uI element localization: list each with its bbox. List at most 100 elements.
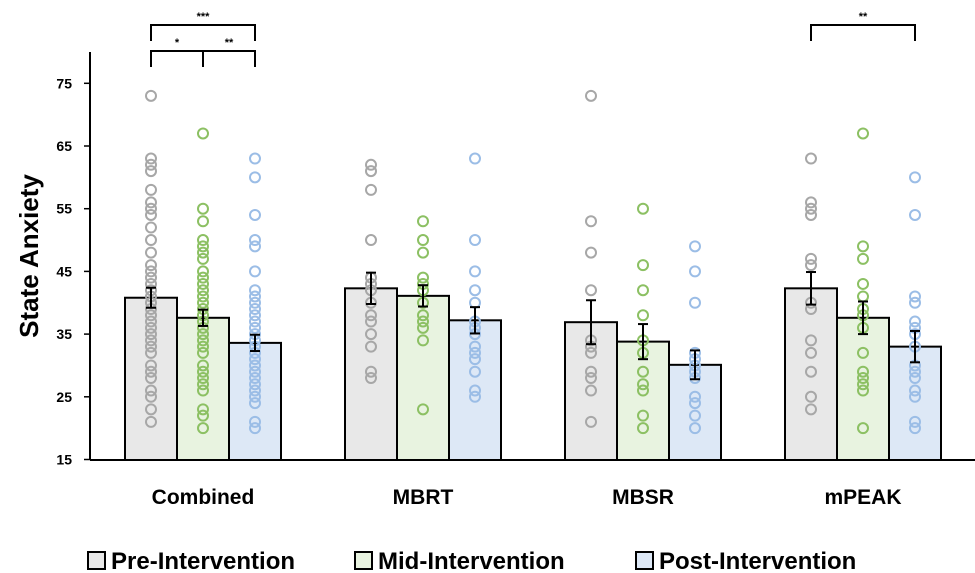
data-point	[249, 208, 261, 221]
data-point	[469, 365, 481, 378]
data-point	[145, 158, 157, 171]
data-point	[249, 152, 261, 165]
legend-label: Post-Intervention	[659, 548, 856, 573]
data-point	[805, 334, 817, 347]
data-point	[145, 202, 157, 215]
data-point	[249, 365, 261, 378]
data-point	[689, 422, 701, 435]
data-point	[805, 403, 817, 416]
data-point	[249, 371, 261, 384]
legend: Pre-Intervention Mid-Intervention Post-Int…	[87, 548, 856, 573]
data-point	[249, 315, 261, 328]
data-point	[417, 309, 429, 322]
bar	[784, 287, 838, 462]
data-point	[145, 221, 157, 234]
data-point	[197, 409, 209, 422]
data-point	[145, 315, 157, 328]
data-point	[585, 384, 597, 397]
data-point	[197, 328, 209, 341]
bar	[344, 287, 398, 462]
data-point	[857, 277, 869, 290]
significance-bracket	[150, 50, 204, 67]
data-point	[689, 240, 701, 253]
data-point	[145, 234, 157, 247]
data-point	[585, 89, 597, 102]
data-point	[805, 365, 817, 378]
data-point	[637, 409, 649, 422]
data-point	[909, 384, 921, 397]
data-point	[197, 365, 209, 378]
data-point	[637, 284, 649, 297]
data-point	[365, 315, 377, 328]
data-point	[145, 359, 157, 372]
data-point	[417, 271, 429, 284]
data-point	[417, 334, 429, 347]
data-point	[145, 89, 157, 102]
data-point	[805, 259, 817, 272]
y-tick-label: 25	[56, 389, 72, 405]
data-point	[197, 127, 209, 140]
data-point	[197, 422, 209, 435]
data-point	[145, 384, 157, 397]
data-point	[805, 208, 817, 221]
data-point	[145, 390, 157, 403]
data-point	[249, 397, 261, 410]
data-point	[805, 152, 817, 165]
data-point	[689, 265, 701, 278]
legend-swatch	[87, 551, 106, 570]
data-point	[249, 378, 261, 391]
legend-label: Pre-Intervention	[111, 548, 295, 573]
data-point	[197, 271, 209, 284]
data-point	[197, 378, 209, 391]
data-point	[805, 390, 817, 403]
bars	[124, 287, 942, 462]
data-point	[249, 321, 261, 334]
data-point	[249, 284, 261, 297]
data-point	[469, 340, 481, 353]
data-point	[857, 422, 869, 435]
data-point	[909, 296, 921, 309]
data-point	[197, 252, 209, 265]
data-point	[197, 265, 209, 278]
y-tick-label: 45	[56, 263, 72, 279]
significance-brackets: **** ****	[150, 11, 916, 67]
significance-bracket	[810, 24, 916, 41]
data-point	[805, 202, 817, 215]
data-point	[197, 215, 209, 228]
data-point	[197, 371, 209, 384]
data-point	[585, 246, 597, 259]
data-point	[857, 346, 869, 359]
data-point	[857, 240, 869, 253]
data-point	[585, 215, 597, 228]
data-point	[145, 309, 157, 322]
data-point	[365, 365, 377, 378]
category-label: MBSR	[612, 486, 674, 509]
data-point	[469, 284, 481, 297]
data-point	[145, 183, 157, 196]
data-point	[585, 415, 597, 428]
data-point	[197, 202, 209, 215]
data-point	[197, 359, 209, 372]
data-point	[145, 403, 157, 416]
data-point	[469, 390, 481, 403]
data-point	[417, 315, 429, 328]
data-point	[145, 328, 157, 341]
data-point	[145, 246, 157, 259]
data-point	[145, 340, 157, 353]
data-point	[197, 334, 209, 347]
data-point	[145, 196, 157, 209]
data-point	[469, 152, 481, 165]
data-point	[249, 415, 261, 428]
significance-bracket	[202, 50, 256, 67]
data-point	[585, 371, 597, 384]
significance-label: *	[175, 37, 180, 49]
data-point	[909, 208, 921, 221]
data-point	[365, 309, 377, 322]
data-point	[365, 328, 377, 341]
data-point	[857, 252, 869, 265]
data-point	[909, 415, 921, 428]
data-point	[469, 265, 481, 278]
data-point	[585, 365, 597, 378]
data-point	[805, 196, 817, 209]
